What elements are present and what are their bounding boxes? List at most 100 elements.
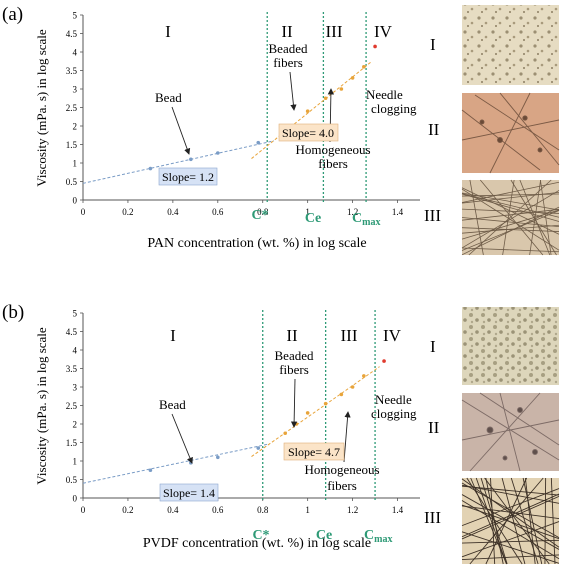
panel-a-micrograph-2-fibers xyxy=(461,92,560,174)
panel-a-region-3: III xyxy=(326,22,343,41)
panel-a-x-ticks: 0 0.2 0.4 0.6 0.8 1 1.2 1.4 xyxy=(81,200,404,217)
x-tick-label: 1 xyxy=(305,207,310,217)
y-tick-label: 4.5 xyxy=(66,327,78,337)
panel-a-slope1: Slope= 1.2 xyxy=(158,167,218,186)
data-point xyxy=(339,392,344,397)
panel-b-fit-lines xyxy=(82,366,380,484)
panel-a-micrograph-label-2: II xyxy=(428,120,440,139)
fiber xyxy=(461,247,560,253)
data-point xyxy=(382,359,386,363)
panel-b-micrograph-1 xyxy=(462,307,559,385)
panel-a-region-1: I xyxy=(165,22,171,41)
panel-b-homog-label-1: Homogeneous xyxy=(304,462,379,477)
panel-b-homog-label-2: fibers xyxy=(327,478,357,493)
panel-b-data-points xyxy=(148,359,386,473)
fit-line xyxy=(82,140,275,184)
y-tick-label: 0.5 xyxy=(66,475,78,485)
panel-a-slope2: Slope= 4.0 xyxy=(278,123,339,142)
panel-b-micrograph-3-fibers xyxy=(461,477,560,565)
fiber xyxy=(461,521,560,558)
data-point xyxy=(256,446,261,450)
x-tick-label: 0.6 xyxy=(212,207,224,217)
y-tick-label: 2.5 xyxy=(66,103,78,113)
panel-b-bead-label: Bead xyxy=(159,397,186,412)
panel-a-micrograph-label-1: I xyxy=(430,35,436,54)
fiber xyxy=(479,179,544,256)
panel-a-region-4: IV xyxy=(374,22,393,41)
panel-b-slope1-box xyxy=(159,483,219,502)
panel-a-cmax-sub: max xyxy=(362,217,380,228)
panel-a-needle-label-2: clogging xyxy=(371,101,417,116)
data-point xyxy=(148,468,153,473)
fiber xyxy=(461,531,560,564)
y-tick-label: 2 xyxy=(73,420,78,430)
x-tick-label: 0.8 xyxy=(257,505,269,515)
panel-a-slope1-box xyxy=(158,167,218,186)
panel-b-slope1: Slope= 1.4 xyxy=(159,483,219,502)
fiber xyxy=(461,227,560,232)
x-tick-label: 0 xyxy=(81,207,86,217)
fit-line xyxy=(251,366,380,457)
fiber xyxy=(468,179,552,256)
fiber xyxy=(502,179,515,256)
panel-b-micrograph-2 xyxy=(462,393,559,471)
panel-b-micrograph-2-fibers xyxy=(461,392,560,472)
fiber xyxy=(461,495,560,540)
panel-a-fit-lines xyxy=(82,61,371,184)
panel-a-cmax-main: C xyxy=(352,211,362,226)
fiber xyxy=(461,217,560,228)
panel-b-micrographs: I II III xyxy=(424,307,560,565)
panel-b-slope1-label: Slope= 1.4 xyxy=(163,486,215,500)
x-tick-label: 0 xyxy=(81,505,86,515)
fiber xyxy=(461,554,560,560)
fiber xyxy=(461,210,560,251)
fiber xyxy=(461,485,560,496)
panel-a: (a) 0 0.5 1 1.5 2 2.5 3 3.5 4 4.5 5 0 0.2 0.4 0.6 0.8 1… xyxy=(2,4,420,251)
data-point xyxy=(323,96,328,101)
panel-a-slope2-label: Slope= 4.0 xyxy=(282,126,334,140)
panel-b-beaded-label-1: Beaded xyxy=(275,348,314,363)
data-point xyxy=(339,87,344,91)
panel-b-ylabel: Viscosity (mPa. s) in log scale xyxy=(34,327,49,485)
y-tick-label: 1.5 xyxy=(66,140,78,150)
panel-b-label: (b) xyxy=(2,302,24,323)
panel-a-homog-label-1: Homogeneous xyxy=(295,142,370,157)
fiber xyxy=(510,477,539,565)
data-point xyxy=(216,151,220,155)
data-point xyxy=(362,65,366,69)
fiber xyxy=(501,477,526,565)
panel-b-region-2: II xyxy=(286,326,298,345)
panel-b-beaded-label-2: fibers xyxy=(279,362,309,377)
y-tick-label: 0 xyxy=(73,494,78,504)
fiber xyxy=(480,477,508,565)
y-tick-label: 4 xyxy=(73,48,78,58)
fiber xyxy=(461,191,560,204)
y-tick-label: 4.5 xyxy=(66,29,78,39)
data-point xyxy=(362,374,366,378)
panel-a-micrograph-label-3: III xyxy=(424,206,441,225)
panel-b-micrograph-label-2: II xyxy=(428,418,440,437)
panel-b-x-ticks: 0 0.2 0.4 0.6 0.8 1 1.2 1.4 xyxy=(81,498,404,515)
x-tick-label: 1.4 xyxy=(392,207,404,217)
data-point xyxy=(305,411,310,415)
y-tick-label: 5 xyxy=(73,11,78,21)
panel-b-region-3: III xyxy=(341,326,358,345)
x-tick-label: 0.2 xyxy=(122,505,133,515)
y-tick-label: 5 xyxy=(73,309,78,319)
panel-a-beaded-label-1: Beaded xyxy=(269,41,308,56)
x-tick-label: 0.8 xyxy=(257,207,269,217)
panel-a-ylabel: Viscosity (mPa. s) in log scale xyxy=(34,29,49,187)
data-point xyxy=(148,166,153,171)
panel-b-cmax-main: C xyxy=(364,528,374,543)
x-tick-label: 1 xyxy=(305,505,310,515)
fiber xyxy=(490,477,496,565)
panel-a-micrograph-1 xyxy=(462,5,559,85)
data-point xyxy=(323,401,328,406)
panel-b-cmax-label: Cmax xyxy=(364,528,392,545)
fiber xyxy=(461,484,560,504)
fiber xyxy=(461,208,560,214)
fit-line xyxy=(82,443,268,484)
panel-b-cmax-sub: max xyxy=(374,534,392,545)
panel-a-beaded-label-2: fibers xyxy=(273,55,303,70)
